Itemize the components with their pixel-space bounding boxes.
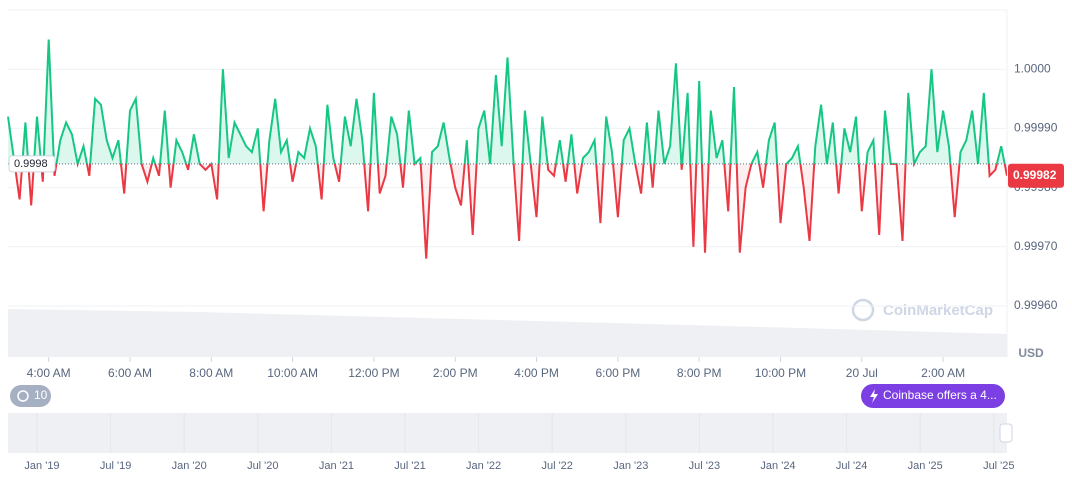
promo-bg (861, 384, 1005, 408)
navigator-label: Jan '22 (466, 460, 501, 472)
y-tick-label: 0.99960 (1014, 298, 1058, 312)
volume-area (8, 309, 1007, 357)
x-tick-label: 8:00 AM (189, 366, 233, 380)
promo-pill[interactable]: Coinbase offers a 4... (861, 384, 1005, 408)
x-tick-label: 20 Jul (846, 366, 878, 380)
navigator[interactable] (8, 413, 1007, 453)
navigator-label: Jul '19 (100, 460, 131, 472)
badge-icon (17, 390, 29, 402)
navigator-label: Jul '20 (247, 460, 278, 472)
navigator-label: Jan '23 (613, 460, 648, 472)
baseline-label: 0.9998 (14, 158, 48, 170)
y-tick-label: 0.99970 (1014, 239, 1058, 253)
x-tick-label: 2:00 PM (433, 366, 478, 380)
navigator-label: Jul '24 (836, 460, 867, 472)
y-tick-label: 0.99990 (1014, 121, 1058, 135)
watermark: CoinMarketCap (851, 298, 993, 322)
x-tick-label: 12:00 PM (348, 366, 399, 380)
x-tick-label: 10:00 PM (755, 366, 806, 380)
x-tick-label: 6:00 PM (596, 366, 641, 380)
navigator-label: Jul '25 (983, 460, 1014, 472)
x-tick-label: 10:00 AM (267, 366, 318, 380)
x-tick-label: 4:00 AM (27, 366, 71, 380)
x-tick-label: 4:00 PM (514, 366, 559, 380)
history-badge[interactable]: 10 (10, 385, 51, 407)
navigator-label: Jan '21 (319, 460, 354, 472)
x-tick-label: 6:00 AM (108, 366, 152, 380)
watermark-text: CoinMarketCap (883, 302, 993, 319)
navigator-handle[interactable] (999, 423, 1013, 443)
y-tick-label: 1.0000 (1014, 61, 1051, 75)
navigator-label: Jan '19 (24, 460, 59, 472)
x-tick-label: 2:00 AM (921, 366, 965, 380)
navigator-label: Jul '23 (689, 460, 720, 472)
badge-text: 10 (34, 388, 48, 402)
current-price-bg (1008, 163, 1064, 188)
current-price: 0.99982 (1013, 168, 1057, 182)
y-unit: USD (1018, 346, 1044, 360)
baseline-label-bg (8, 155, 56, 173)
price-line-up (7, 39, 1006, 164)
navigator-label: Jul '21 (394, 460, 425, 472)
price-line-down (13, 163, 1007, 259)
navigator-label: Jul '22 (541, 460, 572, 472)
navigator-label: Jan '24 (760, 460, 795, 472)
navigator-label: Jan '25 (908, 460, 943, 472)
navigator-label: Jan '20 (172, 460, 207, 472)
badge-bg (10, 385, 51, 407)
promo-text: Coinbase offers a 4... (883, 388, 997, 402)
x-tick-label: 8:00 PM (677, 366, 722, 380)
promo-icon (870, 389, 878, 403)
